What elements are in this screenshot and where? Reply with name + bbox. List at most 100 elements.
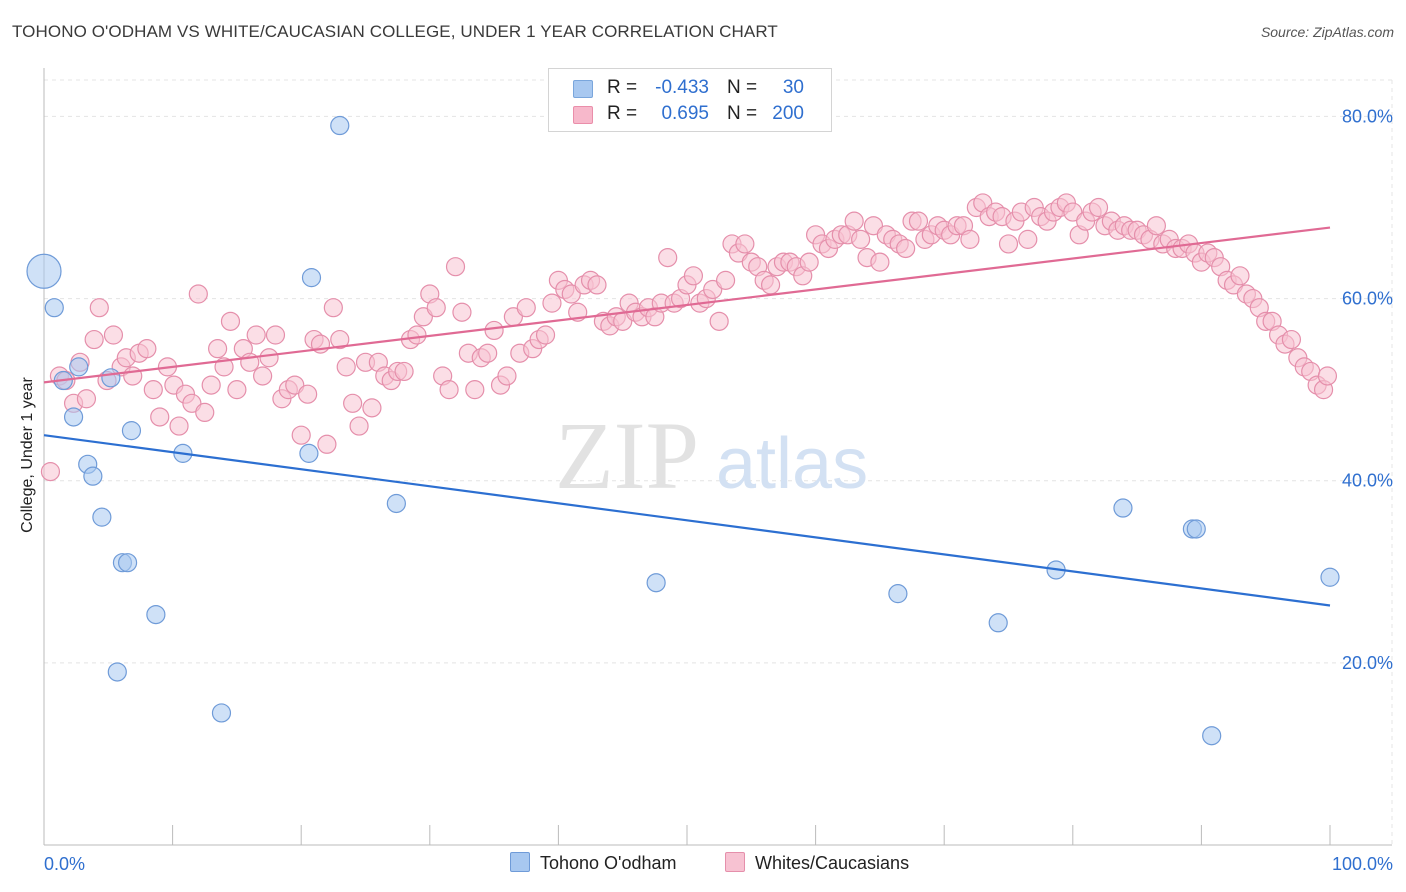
whites-point — [201, 375, 221, 395]
whites-point — [709, 311, 729, 331]
whites-point — [426, 298, 446, 318]
tohono-point — [101, 368, 121, 388]
legend-n-label: N = — [727, 77, 758, 98]
trend-lines — [43, 226, 1331, 607]
legend-swatch-whites — [573, 106, 593, 124]
tohono-point — [83, 466, 103, 486]
watermark-zip: ZIP — [555, 402, 699, 509]
tohono-point — [69, 357, 89, 377]
correlation-legend: R = -0.433 N = 30 R = 0.695 N = 200 — [548, 68, 832, 132]
tohono-point — [1202, 726, 1222, 746]
legend-r-value: -0.433 — [655, 77, 709, 98]
tohono-point — [386, 493, 406, 514]
tick-labels: 20.0% 40.0% 60.0% 80.0% 0.0% 100.0% — [44, 106, 1393, 874]
trend-line-whites — [43, 226, 1331, 384]
legend-r-value: 0.695 — [661, 103, 709, 124]
whites-point — [844, 211, 864, 231]
legend-r-label: R = — [607, 77, 638, 98]
whites-point — [220, 311, 241, 331]
chart-title: TOHONO O'ODHAM VS WHITE/CAUCASIAN COLLEG… — [12, 22, 778, 41]
whites-point — [169, 416, 189, 436]
whites-point — [137, 339, 157, 359]
whites-point — [1317, 366, 1338, 386]
whites-point — [394, 361, 414, 382]
whites-point — [1018, 229, 1038, 249]
bottom-legend-whites: Whites/Caucasians — [725, 852, 909, 874]
whites-point — [452, 302, 472, 322]
whites-point — [465, 380, 485, 400]
whites-point — [896, 238, 916, 259]
watermark: ZIP atlas — [555, 402, 868, 509]
whites-point — [1088, 197, 1109, 218]
whites-point — [40, 462, 61, 482]
bottom-legend-label-whites: Whites/Caucasians — [755, 853, 910, 873]
tohono-point — [1113, 498, 1133, 518]
y-tick-label: 40.0% — [1342, 471, 1393, 491]
whites-point — [799, 252, 819, 272]
whites-point — [960, 229, 980, 249]
whites-point — [445, 257, 466, 277]
tohono-point — [211, 703, 232, 723]
legend-row-whites: R = 0.695 N = 200 — [549, 101, 831, 127]
whites-point — [439, 380, 459, 400]
legend-r-label: R = — [607, 103, 638, 124]
whites-point — [851, 229, 871, 249]
tohono-point — [646, 573, 666, 593]
bottom-legend-swatch-whites — [725, 852, 745, 872]
whites-point — [317, 434, 337, 454]
legend-swatch-tohono — [573, 80, 593, 98]
whites-point — [265, 325, 286, 345]
tohono-point — [63, 407, 84, 427]
whites-point — [150, 407, 170, 427]
whites-point — [497, 366, 517, 386]
whites-point — [870, 252, 890, 272]
whites-point — [484, 320, 504, 341]
whites-point — [330, 329, 350, 350]
whites-point — [298, 384, 318, 404]
whites-point — [362, 398, 382, 418]
tohono-point — [888, 584, 908, 604]
whites-point — [587, 275, 607, 295]
trend-line-tohono — [43, 434, 1331, 607]
x-tick-label-min: 0.0% — [44, 854, 85, 874]
legend-n-value: 200 — [772, 103, 804, 124]
whites-point — [227, 380, 247, 400]
data-points — [26, 115, 1340, 746]
whites-point — [253, 366, 273, 386]
whites-point — [478, 343, 498, 363]
tohono-point — [1320, 567, 1340, 587]
whites-point — [735, 234, 755, 254]
whites-point — [658, 247, 678, 268]
whites-point — [1146, 216, 1166, 236]
axes — [43, 68, 1392, 846]
tohono-point — [988, 613, 1008, 633]
legend-n-label: N = — [727, 103, 758, 124]
legend-n-value: 30 — [782, 77, 804, 98]
whites-point — [683, 266, 704, 286]
whites-point — [84, 329, 104, 350]
whites-point — [349, 416, 369, 436]
x-tick-label-max: 100.0% — [1332, 854, 1393, 874]
tohono-point — [44, 298, 64, 318]
whites-point — [76, 389, 97, 409]
legend-row-tohono: R = -0.433 N = 30 — [549, 75, 831, 101]
tohono-point — [117, 553, 138, 573]
whites-point — [323, 298, 343, 318]
whites-point — [535, 325, 556, 345]
whites-point — [407, 325, 427, 345]
tohono-point — [301, 268, 322, 288]
tohono-point — [1186, 519, 1206, 539]
tohono-point — [330, 115, 350, 136]
whites-point — [195, 402, 215, 423]
y-tick-label: 20.0% — [1342, 653, 1393, 673]
tohono-point — [299, 443, 319, 463]
whites-point — [760, 275, 781, 295]
bottom-legend-swatch-tohono — [510, 852, 530, 872]
whites-point — [214, 357, 234, 377]
y-axis-label: College, Under 1 year — [19, 377, 36, 533]
whites-point — [89, 298, 109, 318]
whites-point — [715, 270, 736, 290]
whites-point — [542, 293, 562, 313]
tohono-point — [26, 253, 62, 289]
